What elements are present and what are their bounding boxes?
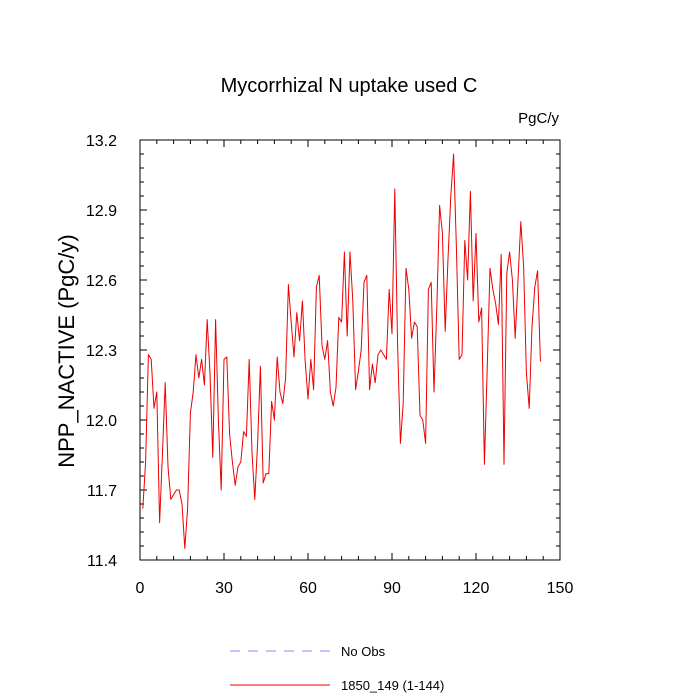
y-tick-label: 11.4 — [87, 553, 117, 570]
units-label: PgC/y — [518, 110, 559, 127]
y-tick-label: 12.3 — [86, 343, 117, 360]
series-layer — [142, 153, 541, 549]
y-tick-label: 12.0 — [86, 413, 117, 430]
legend-label-1850-149: 1850_149 (1-144) — [341, 678, 444, 693]
y-tick-label: 12.9 — [86, 203, 117, 220]
legend-label-no-obs: No Obs — [341, 644, 386, 659]
chart-title: Mycorrhizal N uptake used C — [221, 75, 478, 97]
x-tick-label: 90 — [383, 580, 401, 597]
legend: No Obs 1850_149 (1-144) — [230, 644, 444, 693]
y-tick-label: 12.6 — [86, 273, 117, 290]
x-tick-label: 30 — [215, 580, 233, 597]
x-tick-label: 150 — [547, 580, 574, 597]
y-tick-label: 11.7 — [87, 483, 117, 500]
y-tick-label: 13.2 — [86, 133, 117, 150]
axis-ticks: 0 30 60 90 120 150 11.4 11.7 12.0 12.3 12.6 12.9 13.… — [86, 133, 574, 597]
x-tick-label: 120 — [463, 580, 490, 597]
x-tick-label: 60 — [299, 580, 317, 597]
plot-frame — [139, 139, 561, 561]
y-axis-label: NPP_NACTIVE (PgC/y) — [54, 234, 79, 468]
series-line-1 — [142, 153, 541, 549]
x-tick-label: 0 — [136, 580, 145, 597]
